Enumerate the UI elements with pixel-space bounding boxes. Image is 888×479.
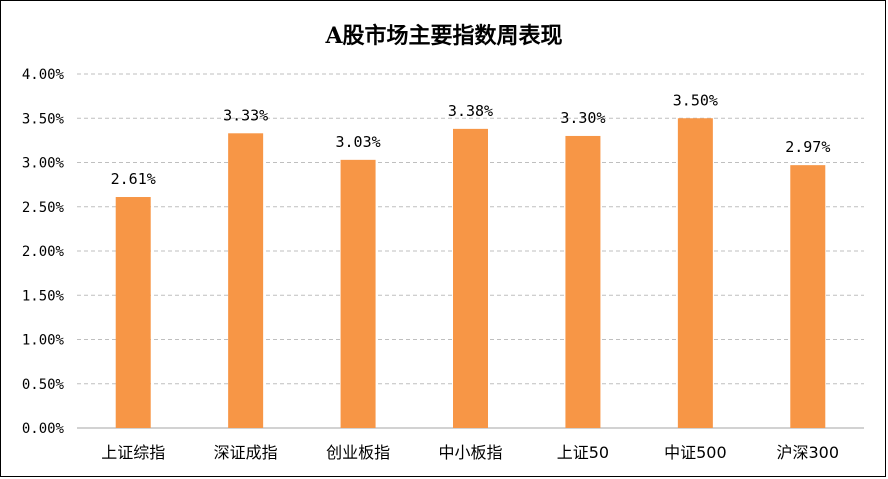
bar [115,197,151,428]
chart-title: A股市场主要指数周表现 [325,23,563,49]
y-tick-label: 2.50% [22,200,65,216]
bar [340,159,376,428]
category-label: 创业板指 [326,443,390,462]
bars-layer [115,118,826,429]
data-label: 3.03% [335,133,380,151]
data-label: 3.50% [673,91,718,109]
data-label: 2.97% [785,138,830,156]
y-tick-label: 1.00% [22,333,65,349]
category-label: 上证50 [557,443,609,462]
category-label: 深证成指 [214,443,278,462]
category-label: 沪深300 [777,443,840,462]
y-tick-label: 0.00% [22,421,65,437]
category-label: 中证500 [664,443,727,462]
y-tick-label: 3.00% [22,156,65,172]
data-label: 3.33% [223,106,268,124]
labels-layer: 0.00% 0.50% 1.00% 1.50% 2.00% 2.50% 3.00% 3.50%… [22,67,839,462]
bar [453,128,488,428]
data-label: 3.30% [560,109,605,127]
category-label: 中小板指 [438,443,502,462]
bar [677,118,713,428]
y-tick-label: 2.00% [22,244,65,260]
bar [565,135,601,428]
bar [790,165,826,428]
y-tick-label: 1.50% [22,288,65,304]
bar [228,133,264,429]
category-label: 上证综指 [101,443,165,462]
data-label: 2.61% [111,170,156,188]
data-label: 3.38% [448,102,493,120]
y-tick-label: 3.50% [22,111,65,127]
y-tick-label: 4.00% [22,67,65,83]
y-tick-label: 0.50% [22,377,65,393]
